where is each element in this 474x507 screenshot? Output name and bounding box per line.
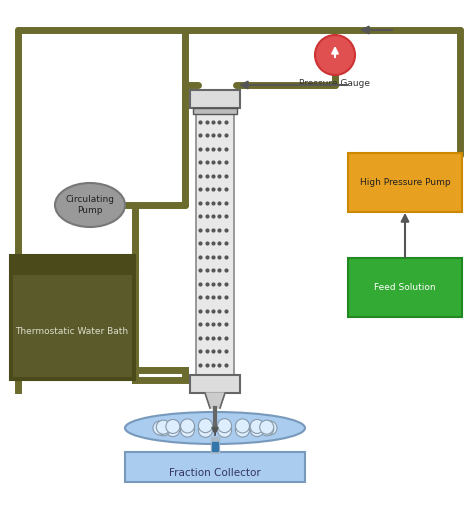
Circle shape bbox=[236, 423, 249, 437]
Circle shape bbox=[263, 421, 277, 435]
Polygon shape bbox=[212, 442, 218, 451]
Ellipse shape bbox=[55, 183, 125, 227]
Circle shape bbox=[156, 420, 170, 434]
Polygon shape bbox=[205, 393, 225, 408]
Circle shape bbox=[181, 423, 194, 437]
FancyBboxPatch shape bbox=[125, 452, 305, 482]
Circle shape bbox=[260, 422, 273, 436]
Circle shape bbox=[250, 422, 264, 437]
Circle shape bbox=[260, 420, 273, 434]
Circle shape bbox=[250, 419, 264, 433]
Ellipse shape bbox=[125, 412, 305, 444]
Circle shape bbox=[315, 35, 355, 75]
FancyBboxPatch shape bbox=[13, 275, 132, 377]
Circle shape bbox=[218, 423, 232, 438]
FancyBboxPatch shape bbox=[196, 90, 234, 375]
Circle shape bbox=[236, 419, 249, 433]
Circle shape bbox=[199, 423, 212, 438]
Text: Circulating
Pump: Circulating Pump bbox=[65, 195, 115, 214]
Text: Pressure Gauge: Pressure Gauge bbox=[300, 79, 371, 88]
Circle shape bbox=[153, 421, 167, 435]
Circle shape bbox=[199, 419, 212, 432]
Text: Thermostatic Water Bath: Thermostatic Water Bath bbox=[16, 328, 128, 337]
Circle shape bbox=[156, 422, 170, 436]
FancyBboxPatch shape bbox=[193, 108, 237, 114]
Circle shape bbox=[181, 419, 194, 433]
FancyBboxPatch shape bbox=[10, 255, 135, 380]
FancyBboxPatch shape bbox=[348, 153, 462, 212]
Circle shape bbox=[166, 419, 180, 433]
FancyBboxPatch shape bbox=[190, 375, 240, 393]
Polygon shape bbox=[211, 437, 219, 453]
Text: Feed Solution: Feed Solution bbox=[374, 282, 436, 292]
Circle shape bbox=[166, 422, 180, 437]
FancyBboxPatch shape bbox=[190, 90, 240, 108]
Text: Fraction Collector: Fraction Collector bbox=[169, 468, 261, 478]
Text: High Pressure Pump: High Pressure Pump bbox=[360, 177, 450, 187]
Circle shape bbox=[218, 419, 232, 432]
FancyBboxPatch shape bbox=[348, 258, 462, 317]
